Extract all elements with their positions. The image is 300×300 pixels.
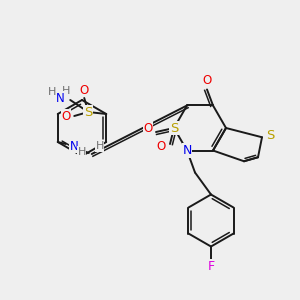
Text: F: F bbox=[207, 260, 214, 273]
Text: O: O bbox=[156, 140, 166, 154]
Text: O: O bbox=[61, 110, 71, 122]
Text: N: N bbox=[56, 92, 64, 104]
Text: H: H bbox=[78, 147, 86, 157]
Text: H: H bbox=[62, 86, 70, 96]
Text: O: O bbox=[143, 122, 153, 134]
Text: N: N bbox=[182, 144, 192, 157]
Text: H: H bbox=[96, 141, 104, 151]
Text: S: S bbox=[84, 106, 92, 118]
Text: H: H bbox=[48, 87, 56, 97]
Text: S: S bbox=[266, 129, 274, 142]
Text: O: O bbox=[80, 83, 89, 97]
Text: N: N bbox=[69, 140, 78, 152]
Text: S: S bbox=[170, 122, 178, 134]
Text: O: O bbox=[202, 74, 211, 87]
